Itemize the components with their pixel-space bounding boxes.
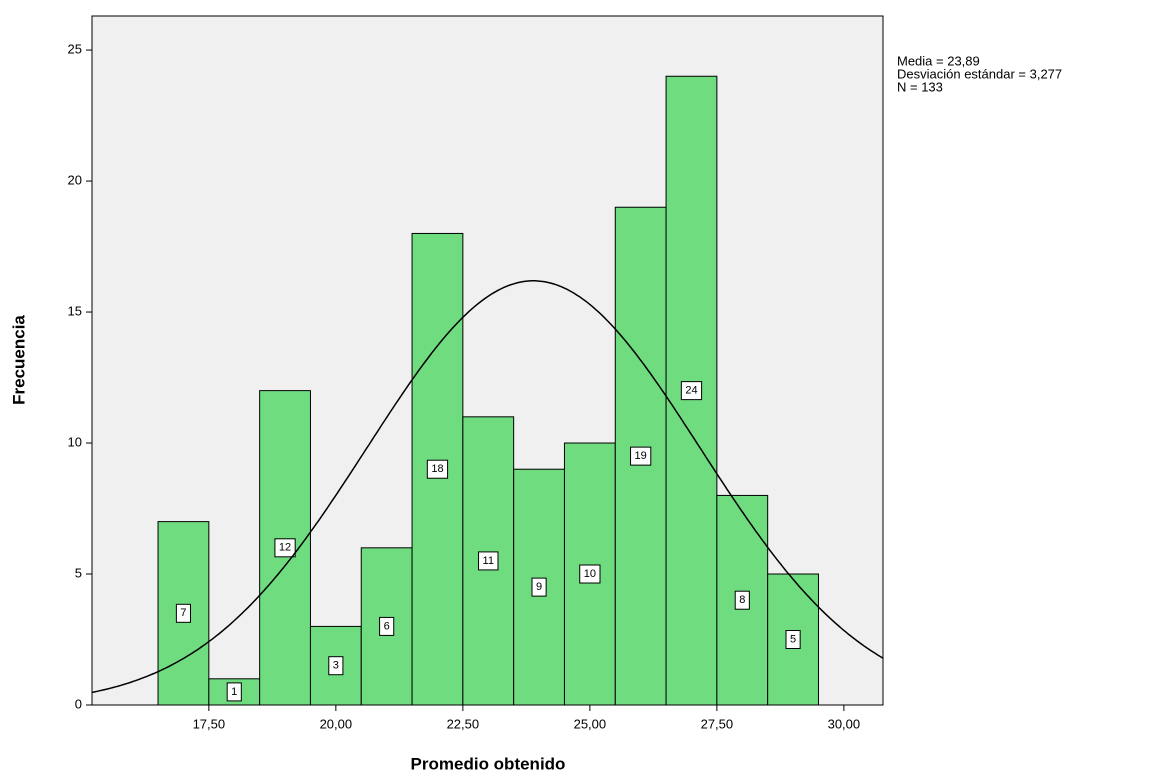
value-label-box (478, 551, 499, 571)
value-label-box (579, 564, 601, 584)
y-tick-label: 20 (68, 172, 82, 187)
x-axis-label: Promedio obtenido (411, 754, 566, 773)
y-tick-label: 25 (68, 41, 82, 56)
value-label-box (531, 577, 547, 597)
bar (462, 416, 515, 706)
value-label: 1 (231, 686, 237, 698)
value-label: 19 (635, 450, 647, 462)
value-label-box (734, 590, 750, 610)
y-tick-label: 5 (75, 565, 82, 580)
value-label: 9 (536, 581, 542, 593)
value-label-box (226, 682, 242, 702)
value-label-box (785, 630, 801, 650)
value-label: 10 (584, 568, 596, 580)
value-label-box (379, 616, 395, 636)
value-label-box (680, 381, 703, 401)
value-label-box (630, 446, 652, 466)
value-label: 24 (685, 385, 697, 397)
x-tick-label: 27,50 (701, 716, 734, 731)
normal-curve (91, 280, 884, 694)
y-tick-label: 15 (68, 303, 82, 318)
y-axis-label: Frecuencia (9, 315, 28, 405)
y-tick-label: 0 (75, 696, 82, 711)
x-tick-label: 20,00 (320, 716, 353, 731)
stats-text: N = 133 (897, 79, 943, 94)
value-label: 18 (431, 463, 443, 475)
bar (767, 573, 819, 706)
value-label: 12 (279, 542, 291, 554)
stats-text: Desviación estándar = 3,277 (897, 66, 1062, 81)
value-label-box (426, 459, 449, 479)
value-label: 5 (790, 633, 796, 645)
x-tick-label: 17,50 (193, 716, 226, 731)
value-label-box (328, 656, 344, 676)
value-label-box (175, 603, 192, 623)
x-tick-label: 30,00 (828, 716, 861, 731)
value-label: 7 (180, 607, 186, 619)
y-tick-label: 10 (68, 434, 82, 449)
x-tick-label: 22,50 (447, 716, 480, 731)
value-label-box (274, 538, 296, 558)
stats-text: Media = 23,89 (897, 53, 980, 68)
value-label: 8 (739, 594, 745, 606)
value-label: 11 (483, 555, 494, 567)
x-tick-label: 25,00 (574, 716, 607, 731)
value-label: 3 (333, 660, 339, 672)
value-label: 6 (384, 620, 390, 632)
